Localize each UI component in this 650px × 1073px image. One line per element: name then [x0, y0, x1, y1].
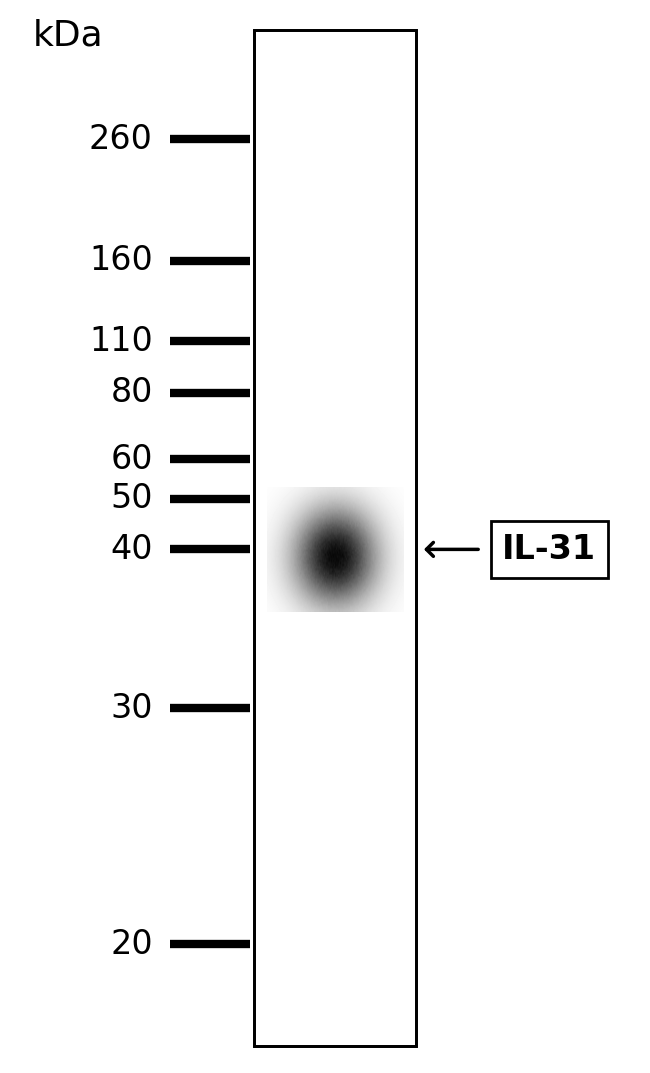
Text: 40: 40	[111, 533, 153, 565]
Text: 160: 160	[89, 245, 153, 277]
Bar	[254, 30, 416, 1046]
Text: 50: 50	[111, 483, 153, 515]
Text: 20: 20	[110, 928, 153, 960]
Text: 80: 80	[111, 377, 153, 409]
Bar	[254, 30, 416, 1046]
Text: 260: 260	[89, 123, 153, 156]
Text: 30: 30	[111, 692, 153, 724]
Text: kDa: kDa	[33, 18, 103, 53]
Text: 110: 110	[89, 325, 153, 357]
Text: 60: 60	[111, 443, 153, 475]
Text: IL-31: IL-31	[502, 533, 596, 565]
